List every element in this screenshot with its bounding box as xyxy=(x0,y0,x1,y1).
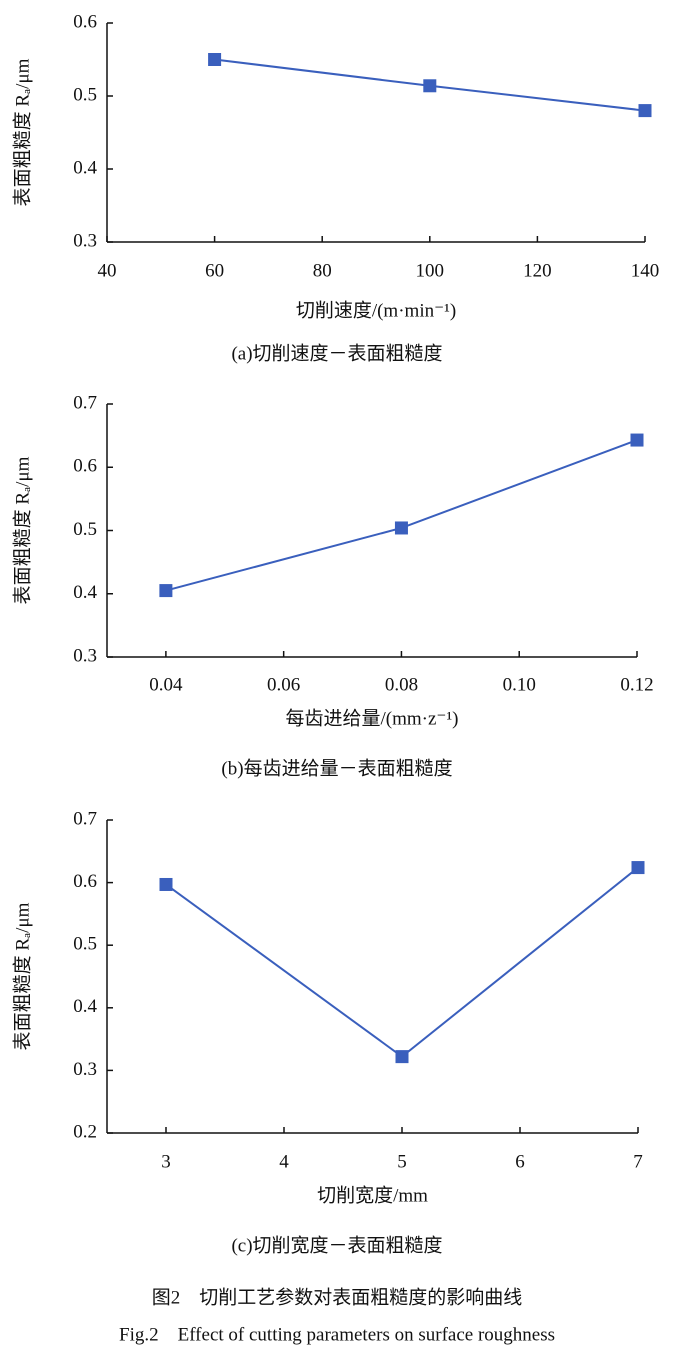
x-tick-label: 5 xyxy=(397,1151,407,1172)
point-marker xyxy=(394,521,408,535)
point-marker xyxy=(423,79,437,93)
y-tick-label: 0.2 xyxy=(73,1121,97,1142)
point-marker xyxy=(395,1050,409,1064)
y-axis-label: 表面粗糙度 Rₐ/μm xyxy=(11,58,33,206)
y-tick-label: 0.6 xyxy=(73,11,97,32)
y-tick-label: 0.5 xyxy=(73,519,97,540)
x-tick-label: 0.08 xyxy=(385,674,418,695)
y-tick-label: 0.4 xyxy=(73,157,97,178)
x-tick-label: 3 xyxy=(161,1151,171,1172)
x-tick-label: 0.04 xyxy=(149,674,183,695)
x-axis-label: 切削宽度/mm xyxy=(317,1184,428,1206)
y-tick-label: 0.3 xyxy=(73,230,97,251)
y-tick-label: 0.7 xyxy=(73,392,97,413)
x-tick-label: 4 xyxy=(279,1151,289,1172)
y-tick-label: 0.3 xyxy=(73,645,97,666)
chart-caption: (a)切削速度－表面粗糙度 xyxy=(231,342,442,364)
chart-caption: (b)每齿进给量－表面粗糙度 xyxy=(221,757,452,779)
y-tick-label: 0.6 xyxy=(73,456,97,477)
y-tick-label: 0.6 xyxy=(73,871,97,892)
y-axis-label: 表面粗糙度 Rₐ/μm xyxy=(11,902,33,1050)
x-tick-label: 0.06 xyxy=(267,674,300,695)
point-marker xyxy=(159,584,173,598)
point-marker xyxy=(638,104,652,118)
x-tick-label: 6 xyxy=(515,1151,525,1172)
point-marker xyxy=(630,433,644,447)
point-marker xyxy=(159,877,173,891)
chart-caption: (c)切削宽度－表面粗糙度 xyxy=(231,1234,442,1256)
x-tick-label: 0.10 xyxy=(503,674,536,695)
series-line xyxy=(165,866,639,1058)
point-marker xyxy=(208,53,222,66)
y-tick-label: 0.4 xyxy=(73,996,97,1017)
series-line xyxy=(165,439,638,592)
point-marker xyxy=(631,861,645,875)
y-tick-label: 0.5 xyxy=(73,84,97,105)
y-tick-label: 0.7 xyxy=(73,808,97,829)
figure-title: 图2 切削工艺参数对表面粗糙度的影响曲线 xyxy=(152,1286,523,1308)
x-axis-label: 切削速度/(m·min⁻¹) xyxy=(296,299,456,321)
x-tick-label: 100 xyxy=(416,260,445,281)
y-axis-label: 表面粗糙度 Rₐ/μm xyxy=(11,456,33,604)
figure-title-en: Fig.2 Effect of cutting parameters on su… xyxy=(119,1324,555,1345)
x-tick-label: 60 xyxy=(205,260,224,281)
y-tick-label: 0.4 xyxy=(73,582,97,603)
y-tick-label: 0.3 xyxy=(73,1059,97,1080)
x-tick-label: 7 xyxy=(633,1151,643,1172)
x-tick-label: 0.12 xyxy=(620,674,653,695)
x-tick-label: 140 xyxy=(631,260,660,281)
y-tick-label: 0.5 xyxy=(73,934,97,955)
x-tick-label: 40 xyxy=(98,260,117,281)
x-tick-label: 120 xyxy=(523,260,552,281)
x-axis-label: 每齿进给量/(mm·z⁻¹) xyxy=(286,707,459,729)
x-tick-label: 80 xyxy=(313,260,332,281)
